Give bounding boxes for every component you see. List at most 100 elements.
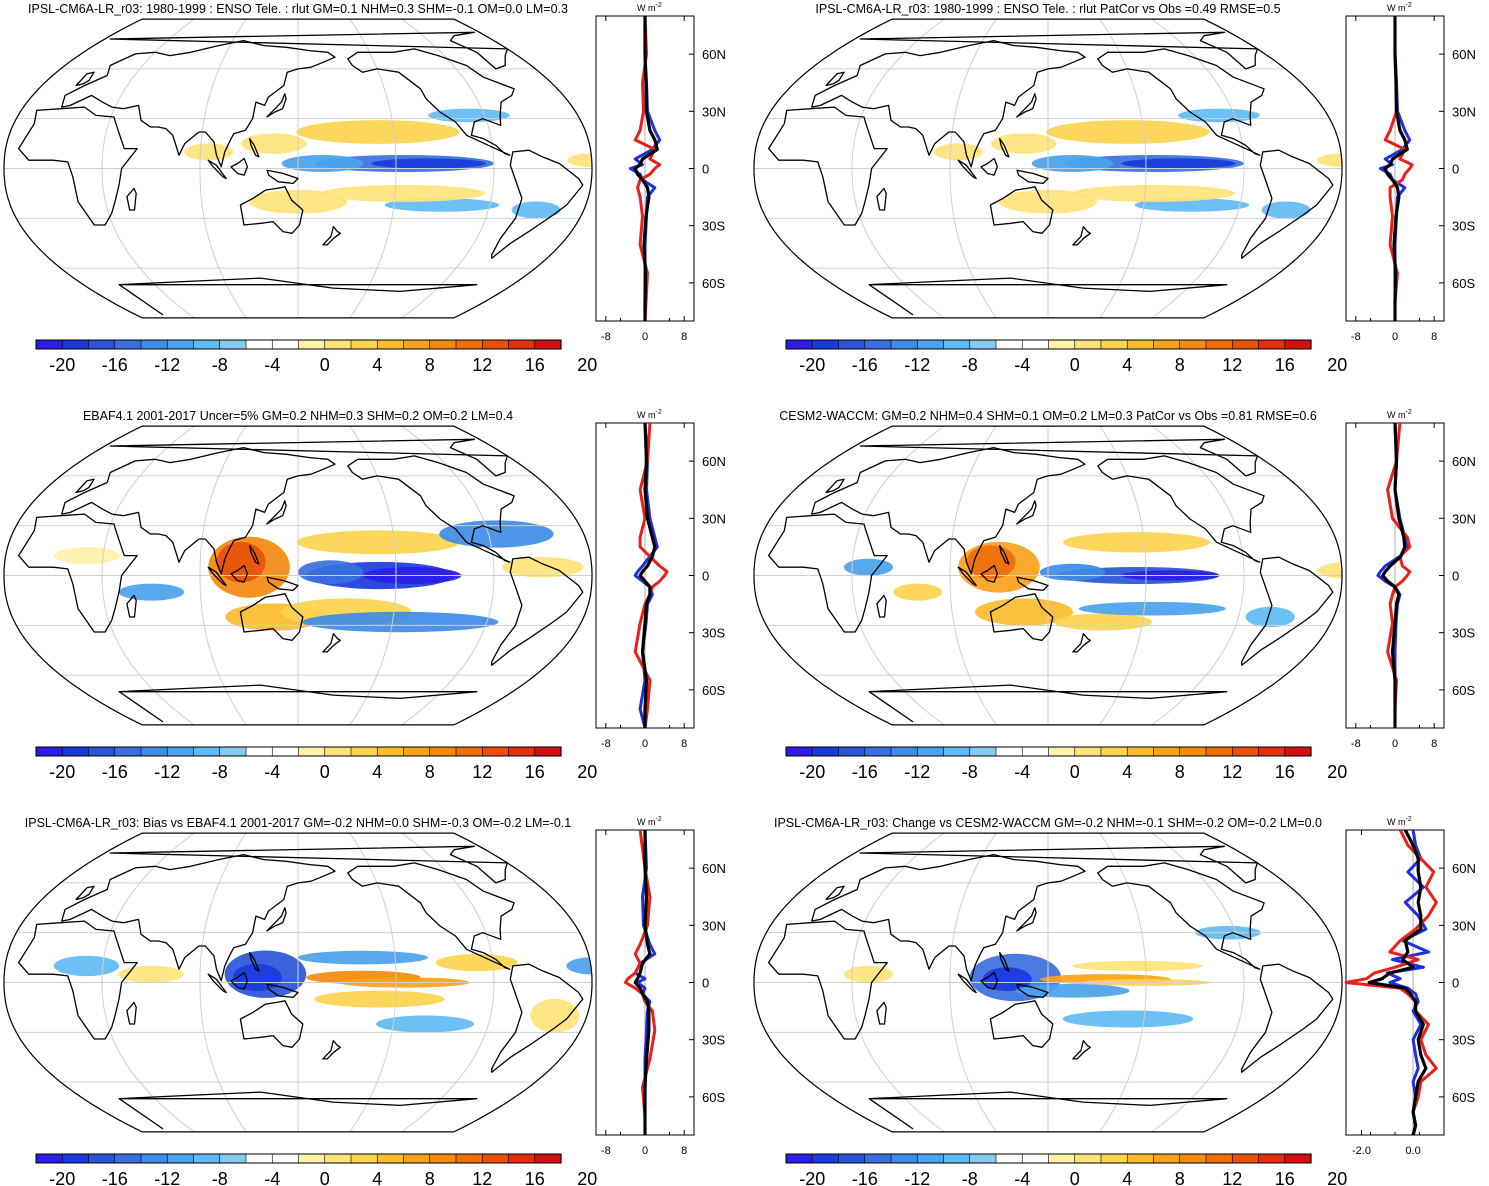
anomaly-contour (991, 133, 1057, 154)
zonal-units: W m-2 (637, 2, 662, 13)
panel-5: IPSL-CM6A-LR_r03: Bias vs EBAF4.1 2001-2… (3, 816, 726, 1186)
colorbar-tick-label: 16 (525, 1169, 545, 1186)
colorbar-swatch (429, 1153, 457, 1164)
x-tick-label: 8 (1431, 331, 1437, 343)
coastline-eurasia (61, 853, 336, 982)
colorbar-swatch (1231, 1153, 1260, 1164)
coastline-eurasia (61, 39, 336, 168)
colorbar-tick-label: 8 (425, 762, 435, 782)
colorbar-tick-label: -16 (102, 762, 128, 782)
coastline-north-america (1097, 455, 1265, 563)
colorbar-swatch (943, 1153, 971, 1164)
colorbar-swatch (1153, 339, 1181, 350)
colorbar: -20 -16 -12 -8 -4 0 4 8 12 16 20 (35, 746, 597, 782)
colorbar-swatch (1179, 746, 1207, 757)
colorbar-swatch (1100, 746, 1128, 757)
colorbar-tick-label: -16 (102, 1169, 128, 1186)
zonal-units: W m-2 (637, 409, 662, 420)
anomaly-contour (1317, 562, 1342, 579)
x-tick-label: 8 (681, 738, 687, 750)
coastline-new-guinea (1016, 576, 1049, 592)
map-field (754, 833, 1342, 1132)
coastline-australia (239, 186, 304, 234)
colorbar-swatch (864, 1153, 892, 1164)
colorbar-swatch (298, 1153, 326, 1164)
colorbar-frame (35, 1153, 562, 1164)
graticule-meridian (401, 833, 495, 1132)
coastline-new-guinea (266, 983, 299, 999)
anomaly-contour (298, 560, 364, 585)
colorbar-swatch (943, 339, 971, 350)
colorbar-swatch (271, 339, 300, 350)
x-tick-label: 8 (681, 1145, 687, 1157)
anomaly-contour (1121, 158, 1236, 169)
coastline-uk (75, 478, 95, 494)
x-tick-label: 0 (1392, 331, 1398, 343)
coastline-philippines (999, 544, 1010, 565)
map-border (3, 832, 593, 1133)
series-line-zonal-mean-obs- (623, 830, 657, 1135)
colorbar-swatch (324, 339, 352, 350)
coastline-north-america (347, 48, 515, 156)
colorbar-swatch (219, 1153, 247, 1164)
map-border (753, 425, 1343, 726)
anomaly-contour (1261, 201, 1311, 219)
colorbar-swatch (166, 746, 195, 757)
lat-tick-label: 60N (1452, 861, 1476, 876)
series-line-zonal-mean-model- (1385, 830, 1430, 1135)
panel-3: EBAF4.1 2001-2017 Uncer=5% GM=0.2 NHM=0.… (3, 409, 726, 782)
coastline-south-america (1241, 963, 1334, 1073)
coastline-antarctica (118, 684, 478, 723)
coastline-sumatra (957, 973, 977, 994)
colorbar-swatch (890, 1153, 918, 1164)
colorbar-swatch (1205, 339, 1233, 350)
anomaly-contour (1031, 155, 1114, 172)
colorbar-swatch (1258, 1153, 1286, 1164)
colorbar-tick-label: 20 (577, 355, 597, 375)
colorbar-swatch (995, 746, 1023, 757)
world-map (3, 832, 593, 1133)
colorbar-tick-label: -4 (264, 1169, 280, 1186)
colorbar-tick-label: 16 (525, 355, 545, 375)
series-line-zonal-mean-diff- (1383, 16, 1409, 321)
colorbar-swatch (811, 746, 840, 757)
colorbar-swatch (61, 746, 90, 757)
coastline-antarctica (118, 277, 478, 316)
anomaly-contour (844, 558, 893, 576)
coastline-new-zealand (1072, 632, 1091, 653)
lat-tick-label: 0 (1452, 162, 1459, 177)
colorbar-swatch (88, 339, 116, 350)
coastline-australia (989, 593, 1054, 641)
series-line-zonal-mean-diff- (1367, 830, 1428, 1135)
x-tick-label: 0 (642, 738, 648, 750)
coastline-madagascar (876, 187, 887, 211)
zonal-units: W m-2 (1387, 2, 1412, 13)
coastline-philippines (999, 137, 1010, 158)
colorbar-swatch (508, 339, 536, 350)
colorbar-tick-label: -20 (49, 762, 75, 782)
coastline-north-america (347, 862, 515, 970)
series-line-zonal-mean-obs- (1386, 423, 1412, 728)
colorbar-swatch (1048, 746, 1076, 757)
coastline-africa (17, 106, 138, 226)
colorbar-tick-label: 0 (320, 1169, 330, 1186)
coastline-australia (239, 593, 304, 641)
colorbar-swatch (166, 339, 195, 350)
colorbar-tick-label: 0 (1070, 355, 1080, 375)
lat-tick-label: 60S (702, 276, 725, 291)
colorbar-swatch (429, 746, 457, 757)
coastline-africa (767, 513, 888, 633)
colorbar-tick-label: 16 (1275, 762, 1295, 782)
colorbar: -20 -16 -12 -8 -4 0 4 8 12 16 20 (35, 1153, 597, 1186)
lat-tick-label: 30S (702, 219, 725, 234)
colorbar-swatch (916, 746, 945, 757)
colorbar-swatch (88, 746, 116, 757)
colorbar-swatch (890, 339, 918, 350)
panel-title: IPSL-CM6A-LR_r03: Bias vs EBAF4.1 2001-2… (25, 816, 571, 830)
x-tick-label: -8 (601, 1145, 611, 1157)
colorbar-frame (35, 746, 562, 757)
colorbar-swatch (838, 339, 866, 350)
colorbar-swatch (1048, 339, 1076, 350)
colorbar-tick-label: 8 (425, 1169, 435, 1186)
